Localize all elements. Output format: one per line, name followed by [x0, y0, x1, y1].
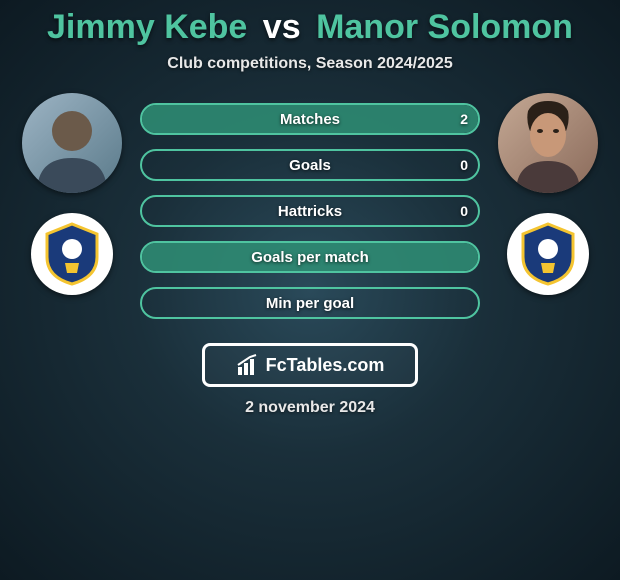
- player2-name: Manor Solomon: [316, 8, 573, 46]
- brand-rest: Tables.com: [287, 355, 385, 375]
- player2-column: [498, 93, 598, 295]
- player1-column: [22, 93, 122, 295]
- stat-bar: Goals per match: [140, 241, 480, 273]
- subtitle: Club competitions, Season 2024/2025: [0, 55, 620, 73]
- comparison-body: Matches 2 Goals 0 Hattricks 0 Goals per match M…: [0, 93, 620, 319]
- player2-club-crest: [507, 213, 589, 295]
- stat-label: Goals per match: [251, 249, 369, 266]
- player1-name: Jimmy Kebe: [47, 8, 247, 46]
- stat-label: Hattricks: [278, 203, 342, 220]
- stat-bar: Hattricks 0: [140, 195, 480, 227]
- stat-label: Goals: [289, 157, 331, 174]
- stat-value-p2: 0: [460, 157, 468, 173]
- stat-label: Matches: [280, 111, 340, 128]
- stat-bar: Goals 0: [140, 149, 480, 181]
- vs-text: vs: [263, 8, 301, 46]
- stat-value-p2: 0: [460, 203, 468, 219]
- footer-date: 2 november 2024: [0, 399, 620, 417]
- brand-prefix: Fc: [266, 355, 287, 375]
- brand-text: FcTables.com: [266, 355, 385, 376]
- comparison-title: Jimmy Kebe vs Manor Solomon: [0, 8, 620, 47]
- player1-avatar: [22, 93, 122, 193]
- player1-club-crest: [31, 213, 113, 295]
- stat-bar: Matches 2: [140, 103, 480, 135]
- stats-bars: Matches 2 Goals 0 Hattricks 0 Goals per match M…: [140, 93, 480, 319]
- footer-brand-box: FcTables.com: [202, 343, 418, 387]
- person-icon: [22, 93, 122, 193]
- chart-icon: [236, 353, 260, 377]
- club-crest-icon: [513, 219, 583, 289]
- stat-bar: Min per goal: [140, 287, 480, 319]
- stat-label: Min per goal: [266, 295, 354, 312]
- person-icon: [498, 93, 598, 193]
- club-crest-icon: [37, 219, 107, 289]
- stat-value-p2: 2: [460, 111, 468, 127]
- player2-avatar: [498, 93, 598, 193]
